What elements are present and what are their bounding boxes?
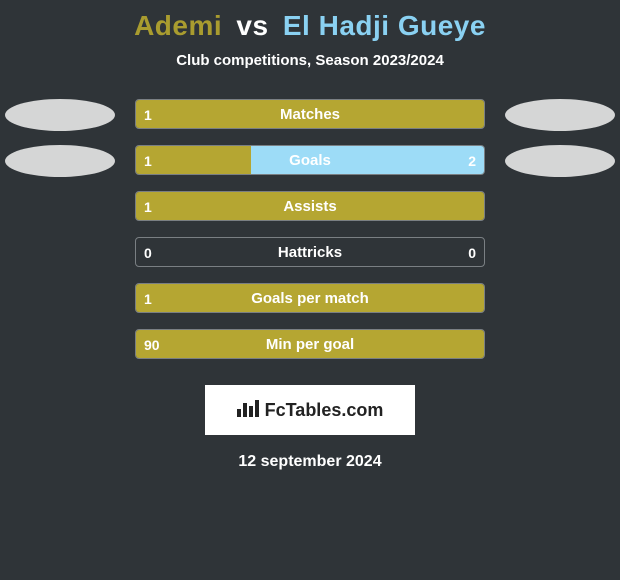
page-title: Ademi vs El Hadji Gueye (0, 10, 620, 42)
footer-date: 12 september 2024 (0, 453, 620, 471)
stat-value-left: 1 (144, 192, 152, 221)
stat-bar: Goals1 2 (135, 145, 485, 175)
stat-row: Goals1 2 (0, 145, 620, 191)
player2-avatar-placeholder (505, 99, 615, 131)
player1-avatar-placeholder (5, 99, 115, 131)
stat-row: Min per goal90 (0, 329, 620, 375)
player1-avatar-placeholder (5, 145, 115, 177)
stat-value-right: 0 (468, 238, 476, 267)
stat-row: Hattricks0 0 (0, 237, 620, 283)
stat-bar: Matches1 (135, 99, 485, 129)
stat-value-left: 0 (144, 238, 152, 267)
subtitle: Club competitions, Season 2023/2024 (0, 52, 620, 69)
stat-label: Assists (136, 192, 484, 221)
stat-bar: Min per goal90 (135, 329, 485, 359)
stat-label: Matches (136, 100, 484, 129)
stat-row: Matches1 (0, 99, 620, 145)
stat-value-left: 90 (144, 330, 160, 359)
stat-bar: Hattricks0 0 (135, 237, 485, 267)
stat-value-left: 1 (144, 284, 152, 313)
stat-value-right: 2 (468, 146, 476, 175)
stat-rows: Matches1Goals12Assists1Hattricks00Goals … (0, 99, 620, 375)
player1-name: Ademi (134, 10, 222, 41)
stat-row: Assists1 (0, 191, 620, 237)
comparison-infographic: Ademi vs El Hadji Gueye Club competition… (0, 0, 620, 471)
stat-label: Min per goal (136, 330, 484, 359)
player2-avatar-placeholder (505, 145, 615, 177)
player2-name: El Hadji Gueye (283, 10, 486, 41)
logo-text: FcTables.com (265, 400, 384, 421)
stat-value-left: 1 (144, 146, 152, 175)
stat-label: Goals per match (136, 284, 484, 313)
stat-label: Hattricks (136, 238, 484, 267)
stat-bar: Goals per match1 (135, 283, 485, 313)
chart-icon (237, 399, 259, 422)
stat-row: Goals per match1 (0, 283, 620, 329)
stat-bar: Assists1 (135, 191, 485, 221)
stat-value-left: 1 (144, 100, 152, 129)
stat-label: Goals (136, 146, 484, 175)
vs-text: vs (236, 10, 268, 41)
footer-logo: FcTables.com (205, 385, 415, 435)
